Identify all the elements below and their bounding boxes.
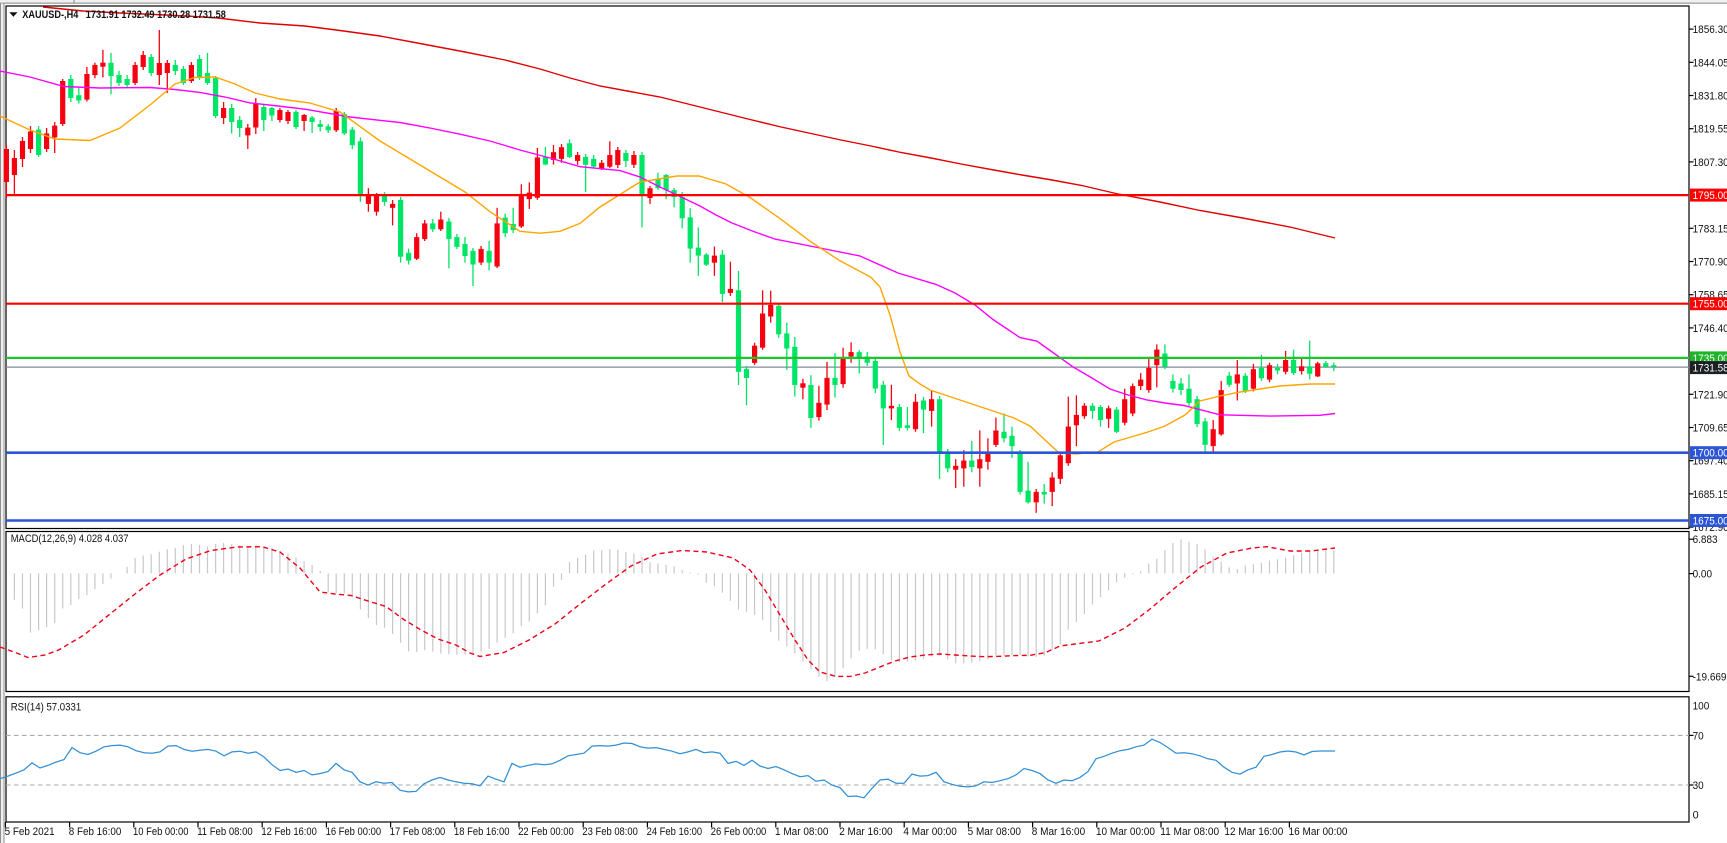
svg-text:70: 70 xyxy=(1693,730,1704,742)
svg-text:8 Feb 16:00: 8 Feb 16:00 xyxy=(69,826,122,838)
svg-text:24 Feb 16:00: 24 Feb 16:00 xyxy=(647,826,703,838)
svg-text:11 Mar 08:00: 11 Mar 08:00 xyxy=(1160,826,1219,838)
svg-text:18 Feb 16:00: 18 Feb 16:00 xyxy=(454,826,510,838)
svg-text:6.883: 6.883 xyxy=(1693,534,1718,546)
svg-text:1700.00: 1700.00 xyxy=(1693,448,1727,460)
svg-text:RSI(14) 57.0331: RSI(14) 57.0331 xyxy=(11,702,82,714)
svg-text:1844.05: 1844.05 xyxy=(1693,57,1727,69)
svg-text:1685.15: 1685.15 xyxy=(1693,489,1727,501)
svg-text:1731.58: 1731.58 xyxy=(1693,363,1727,375)
svg-text:1783.15: 1783.15 xyxy=(1693,223,1727,235)
svg-text:1675.00: 1675.00 xyxy=(1693,516,1727,528)
svg-text:2 Mar 16:00: 2 Mar 16:00 xyxy=(839,826,892,838)
svg-text:4 Mar 00:00: 4 Mar 00:00 xyxy=(903,826,956,838)
svg-text:17 Feb 08:00: 17 Feb 08:00 xyxy=(390,826,446,838)
svg-text:1831.80: 1831.80 xyxy=(1693,91,1727,103)
svg-text:1819.55: 1819.55 xyxy=(1693,124,1727,136)
svg-text:-19.669: -19.669 xyxy=(1693,671,1727,683)
svg-text:1856.30: 1856.30 xyxy=(1693,24,1727,36)
svg-text:1721.90: 1721.90 xyxy=(1693,389,1727,401)
svg-text:1807.30: 1807.30 xyxy=(1693,157,1727,169)
svg-text:1770.90: 1770.90 xyxy=(1693,257,1727,269)
svg-text:1755.00: 1755.00 xyxy=(1693,299,1727,311)
svg-text:26 Feb 00:00: 26 Feb 00:00 xyxy=(711,826,767,838)
svg-text:1 Mar 08:00: 1 Mar 08:00 xyxy=(775,826,828,838)
svg-text:12 Feb 16:00: 12 Feb 16:00 xyxy=(261,826,317,838)
svg-text:8 Mar 16:00: 8 Mar 16:00 xyxy=(1032,826,1085,838)
svg-text:0: 0 xyxy=(1693,809,1699,821)
svg-text:16 Mar 00:00: 16 Mar 00:00 xyxy=(1289,826,1348,838)
svg-text:5 Mar 08:00: 5 Mar 08:00 xyxy=(968,826,1021,838)
svg-text:16 Feb 00:00: 16 Feb 00:00 xyxy=(326,826,382,838)
svg-text:100: 100 xyxy=(1693,700,1710,712)
svg-text:1795.00: 1795.00 xyxy=(1693,190,1727,202)
svg-text:MACD(12,26,9) 4.028 4.037: MACD(12,26,9) 4.028 4.037 xyxy=(11,533,129,545)
svg-text:11 Feb 08:00: 11 Feb 08:00 xyxy=(197,826,253,838)
svg-text:30: 30 xyxy=(1693,780,1704,792)
svg-text:XAUUSD-,H4: XAUUSD-,H4 xyxy=(22,9,79,21)
svg-text:1709.65: 1709.65 xyxy=(1693,423,1727,435)
svg-text:5 Feb 2021: 5 Feb 2021 xyxy=(5,826,55,838)
svg-text:1731.91 1732.49 1730.28 1731.5: 1731.91 1732.49 1730.28 1731.58 xyxy=(86,9,226,21)
svg-text:1746.40: 1746.40 xyxy=(1693,323,1727,335)
svg-text:23 Feb 08:00: 23 Feb 08:00 xyxy=(582,826,638,838)
svg-text:0.00: 0.00 xyxy=(1693,569,1712,581)
svg-text:22 Feb 00:00: 22 Feb 00:00 xyxy=(518,826,574,838)
svg-text:10 Mar 00:00: 10 Mar 00:00 xyxy=(1096,826,1155,838)
svg-text:12 Mar 16:00: 12 Mar 16:00 xyxy=(1224,826,1283,838)
svg-text:10 Feb 00:00: 10 Feb 00:00 xyxy=(133,826,189,838)
